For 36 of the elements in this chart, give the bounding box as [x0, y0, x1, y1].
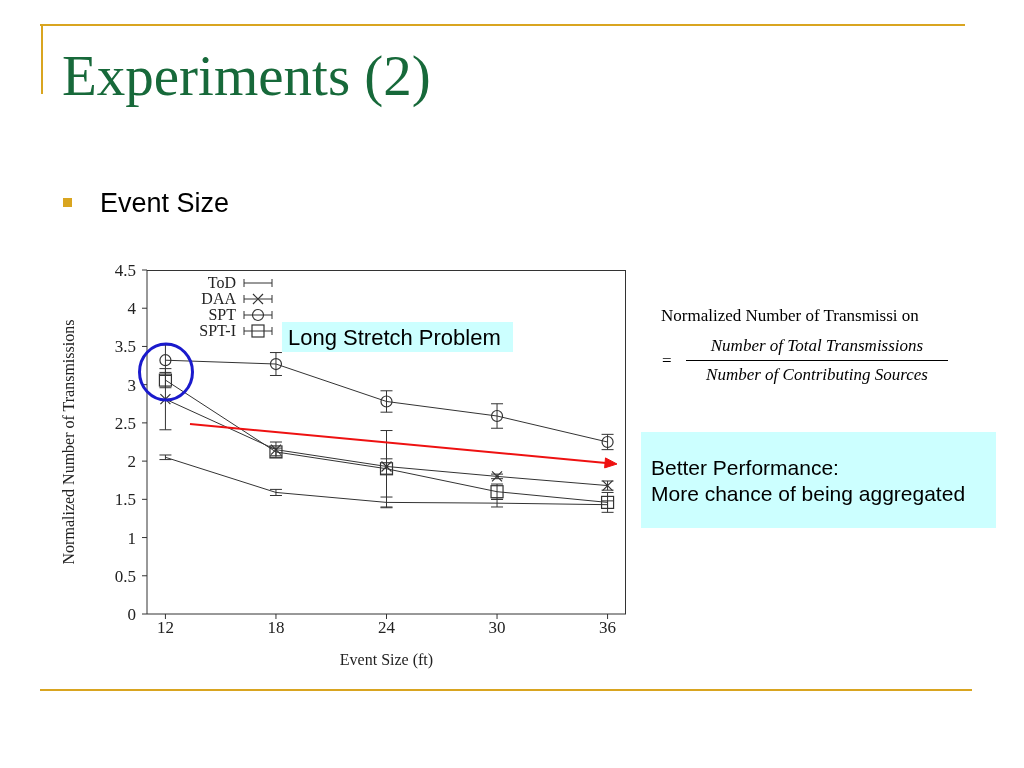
chart-title: Experiments (2)	[62, 44, 431, 107]
x-tick-label: 24	[378, 618, 396, 638]
legend-label: SPT-I	[199, 322, 236, 339]
point	[380, 395, 393, 408]
x-tick-label: 18	[267, 618, 285, 638]
point	[491, 470, 503, 482]
point	[269, 357, 283, 371]
legend-label: ToD	[207, 274, 236, 291]
y-tick-label: 0	[127, 605, 136, 625]
x-tick-label: 12	[156, 618, 174, 638]
text: Normalized Number of Transmissi on	[661, 306, 919, 325]
legend-label: DAA	[201, 290, 236, 307]
y-tick-label: 2	[127, 452, 136, 472]
y-tick-label: 4.5	[114, 261, 136, 281]
x-tick-label: 30	[488, 618, 506, 638]
y-tick-label: 1	[127, 528, 136, 548]
point	[159, 354, 172, 367]
text: Number of Contributing Sources	[706, 365, 928, 384]
text: Number of Total Transmissions	[710, 336, 924, 355]
annotation: Long Stretch Problem	[288, 325, 501, 350]
text: More chance of being aggregated	[651, 482, 966, 505]
point	[490, 409, 504, 423]
y-tick-label: 3.5	[114, 337, 136, 357]
y-tick-label: 4	[127, 299, 137, 319]
y-tick-label: 2.5	[114, 413, 136, 433]
chart-subtitle: Event Size	[100, 188, 230, 218]
x-tick-label: 36	[599, 618, 617, 638]
text: =	[662, 351, 672, 370]
legend-label: SPT	[208, 306, 236, 323]
y-tick-label: 1.5	[114, 490, 136, 510]
y-tick-label: 0.5	[114, 566, 136, 586]
x-axis-title: Event Size (ft)	[339, 651, 434, 669]
text: Better Performance:	[651, 456, 839, 479]
point	[159, 393, 172, 405]
y-axis-title: Normalized Number of Transmissions	[59, 319, 77, 565]
y-tick-label: 3	[127, 375, 136, 395]
